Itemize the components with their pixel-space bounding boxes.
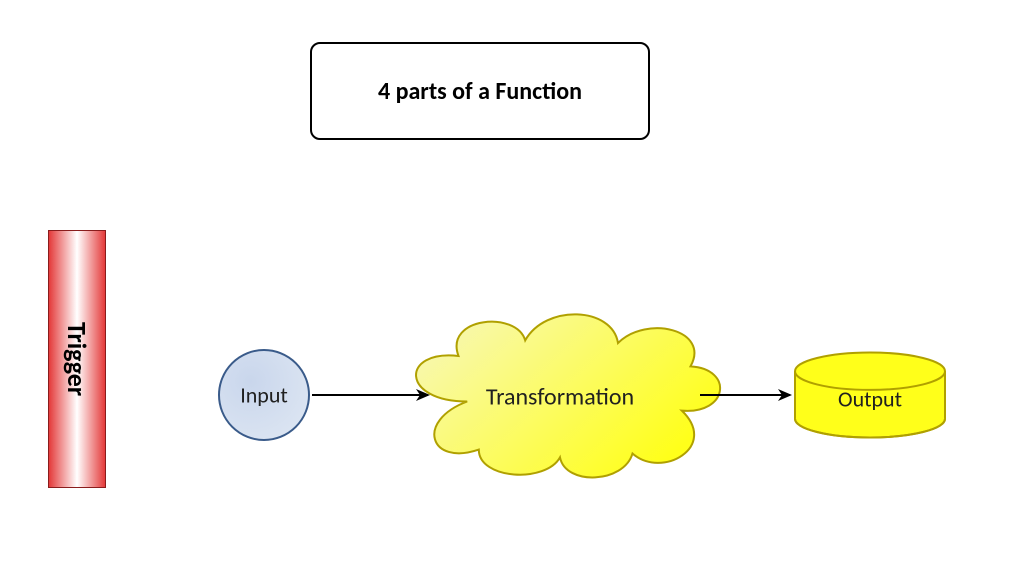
input-label: Input [240, 381, 288, 408]
diagram-canvas: Input Transformation Output [0, 0, 1024, 568]
transformation-label: Transformation [486, 383, 634, 412]
output-label: Output [838, 385, 902, 412]
